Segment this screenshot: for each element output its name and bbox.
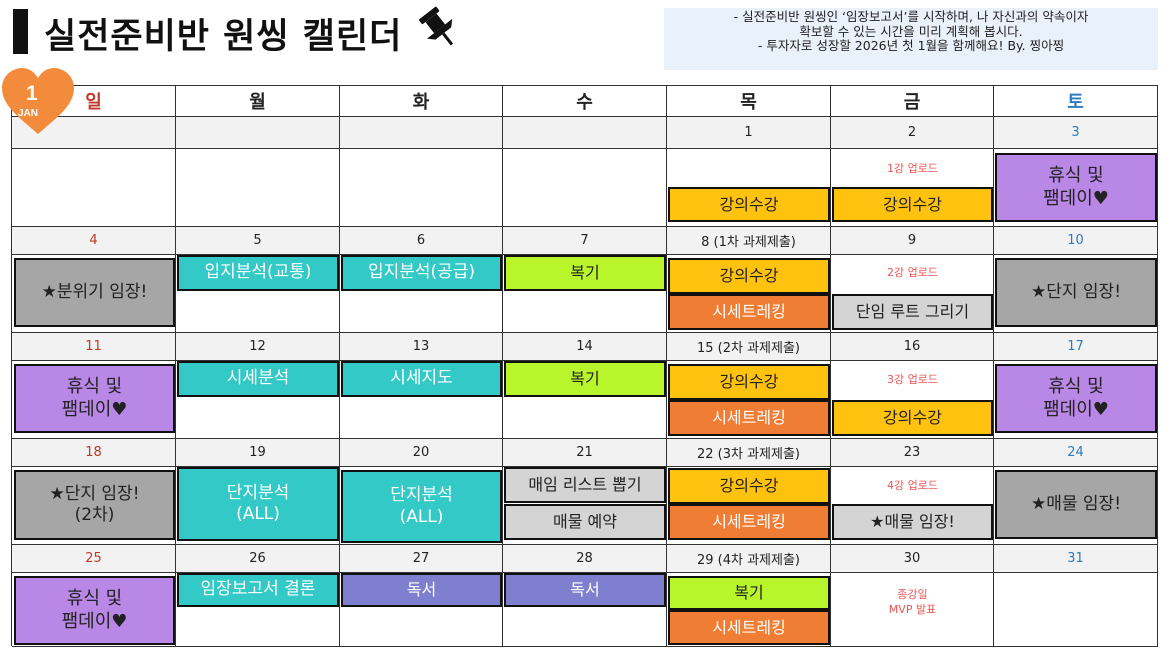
event-lecture[interactable]: 강의수강 [668,468,830,504]
notice-line-1: - 실전준비반 원씽인 ‘임장보고서’를 시작하며, 나 자신과의 약속이자 [733,9,1089,24]
date-cell: 19 [176,439,340,467]
event-pick-list[interactable]: 매임 리스트 뽑기 [504,467,666,503]
pushpin-icon [419,6,454,46]
calendar-grid: 일 월 화 수 목 금 토 1 2 3 4 5 6 7 8 (1차 과제제출) … [11,85,1158,647]
upload-1-note: 1강 업로드 [887,162,938,176]
event-price-analysis[interactable]: 시세분석 [177,361,339,397]
date-cell: 21 [503,439,667,467]
event-review[interactable]: 복기 [668,576,830,610]
date-cell: 10 [994,227,1158,255]
event-complex-all[interactable]: 단지분석 (ALL) [341,470,502,543]
event-price-trek[interactable]: 시세트레킹 [668,400,830,436]
weekday-tue: 화 [340,86,503,117]
date-cell: 11 [12,333,176,361]
title-bar-accent [13,9,28,54]
date-cell: 28 [503,545,667,573]
event-lecture[interactable]: 강의수강 [832,187,993,222]
day-cell [994,573,1158,647]
date-cell: 15 (2차 과제제출) [667,333,831,361]
date-cell: 23 [831,439,994,467]
event-reserve[interactable]: 매물 예약 [504,504,666,540]
event-price-trek[interactable]: 시세트레킹 [668,294,830,330]
date-cell: 9 [831,227,994,255]
date-cell: 18 [12,439,176,467]
date-cell: 22 (3차 과제제출) [667,439,831,467]
event-route[interactable]: 단임 루트 그리기 [832,294,993,330]
event-reading[interactable]: 독서 [504,573,666,607]
date-cell: 7 [503,227,667,255]
notice-box: - 실전준비반 원씽인 ‘임장보고서’를 시작하며, 나 자신과의 약속이자 확… [664,8,1158,70]
event-review[interactable]: 복기 [504,361,666,397]
badge-text: 1 JAN [0,66,76,136]
notice-line-3: - 투자자로 성장할 2026년 첫 1월을 함께해요! By. 찡아찡 [757,38,1065,53]
event-listing-visit[interactable]: ★매물 임장! [995,470,1157,539]
event-complex-visit-2[interactable]: ★단지 임장! (2차) [14,470,175,540]
date-cell: 25 [12,545,176,573]
event-complex-visit[interactable]: ★단지 임장! [995,258,1157,327]
upload-4-note: 4강 업로드 [887,479,938,493]
day-cell [831,573,994,647]
event-lecture[interactable]: 강의수강 [832,400,993,436]
event-location-traffic[interactable]: 입지분석(교통) [177,255,339,291]
day-cell [176,149,340,227]
date-cell: 12 [176,333,340,361]
weekday-fri: 금 [831,86,994,117]
upload-2-note: 2강 업로드 [887,266,938,280]
page-title: 실전준비반 원씽 캘린더 [44,17,403,57]
date-cell [176,117,340,149]
date-cell: 29 (4차 과제제출) [667,545,831,573]
date-cell: 8 (1차 과제제출) [667,227,831,255]
notice-line-2: 확보할 수 있는 시간을 미리 계획해 봅시다. [799,23,1023,39]
weekday-thu: 목 [667,86,831,117]
date-cell: 5 [176,227,340,255]
event-complex-all[interactable]: 단지분석 (ALL) [177,467,339,541]
event-location-supply[interactable]: 입지분석(공급) [341,255,502,291]
event-report-conclusion[interactable]: 임장보고서 결론 [177,573,339,607]
event-rest-day[interactable]: 휴식 및 팸데이♥ [14,364,175,433]
date-cell: 17 [994,333,1158,361]
event-rest-day[interactable]: 휴식 및 팸데이♥ [995,153,1157,222]
event-review[interactable]: 복기 [504,255,666,291]
date-cell: 30 [831,545,994,573]
date-cell: 14 [503,333,667,361]
date-cell: 3 [994,117,1158,149]
event-mood-visit[interactable]: ★분위기 임장! [14,258,175,327]
date-cell: 24 [994,439,1158,467]
date-cell: 16 [831,333,994,361]
date-cell: 27 [340,545,503,573]
badge-number: 1 [26,82,38,105]
badge-month: JAN [18,108,39,119]
event-rest-day[interactable]: 휴식 및 팸데이♥ [14,576,175,645]
date-cell [340,117,503,149]
date-cell: 13 [340,333,503,361]
date-cell: 20 [340,439,503,467]
weekday-mon: 월 [176,86,340,117]
day-cell [340,149,503,227]
weekday-sat: 토 [994,86,1158,117]
date-cell: 26 [176,545,340,573]
event-lecture[interactable]: 강의수강 [668,187,830,222]
day-cell [12,149,176,227]
event-price-map[interactable]: 시세지도 [341,361,502,397]
date-cell: 1 [667,117,831,149]
event-reading[interactable]: 독서 [341,573,502,607]
event-listing-visit[interactable]: ★매물 임장! [832,504,993,540]
event-price-trek[interactable]: 시세트레킹 [668,610,830,645]
date-cell: 6 [340,227,503,255]
final-day-note: 종강일 MVP 발표 [888,588,937,616]
heart-month-badge [2,68,74,134]
date-cell: 2 [831,117,994,149]
date-cell: 31 [994,545,1158,573]
event-rest-day[interactable]: 휴식 및 팸데이♥ [995,364,1157,433]
date-cell [503,117,667,149]
day-cell [503,149,667,227]
event-price-trek[interactable]: 시세트레킹 [668,504,830,540]
event-lecture[interactable]: 강의수강 [668,364,830,400]
upload-3-note: 3강 업로드 [887,373,938,387]
event-lecture[interactable]: 강의수강 [668,258,830,294]
date-cell: 4 [12,227,176,255]
weekday-wed: 수 [503,86,667,117]
